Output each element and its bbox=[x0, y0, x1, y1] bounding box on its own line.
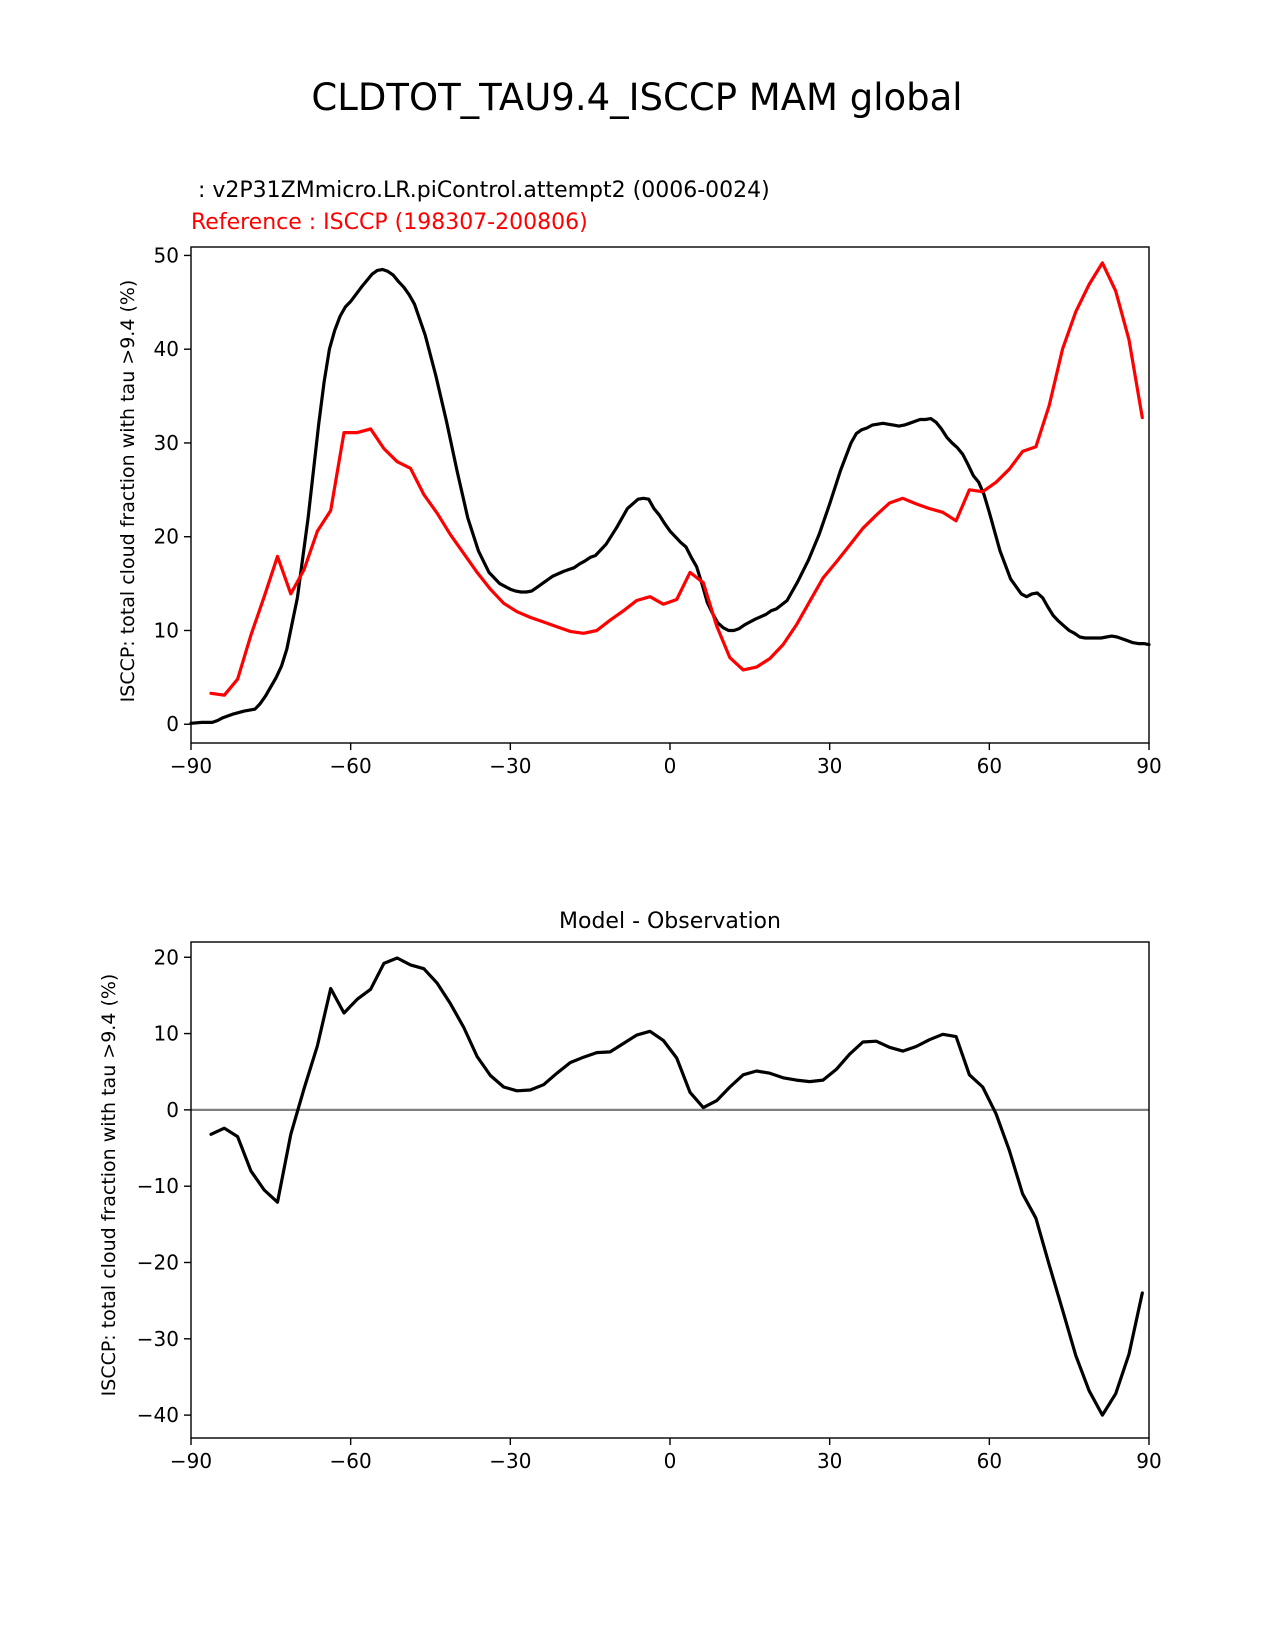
top-xtick-label: −60 bbox=[330, 754, 372, 778]
reference-series-label: Reference : ISCCP (198307-200806) bbox=[191, 210, 588, 235]
bottom-axis-ticks: −90 −60 −30 0 30 60 90 −40 −30 −20 −10 0 10 20 bbox=[137, 945, 1162, 1473]
bottom-xtick-label: 90 bbox=[1136, 1449, 1161, 1473]
top-xtick-label: 60 bbox=[977, 754, 1002, 778]
bottom-ytick-label: −30 bbox=[137, 1327, 179, 1351]
bottom-title: Model - Observation bbox=[559, 909, 781, 934]
top-ytick-label: 30 bbox=[154, 431, 179, 455]
bottom-plot-frame bbox=[190, 941, 1150, 1439]
bottom-ytick-label: 10 bbox=[154, 1022, 179, 1046]
bottom-ytick-label: −20 bbox=[137, 1250, 179, 1274]
top-xtick-label: 0 bbox=[664, 754, 677, 778]
bottom-xtick-label: −60 bbox=[330, 1449, 372, 1473]
bottom-xtick-label: 60 bbox=[977, 1449, 1002, 1473]
bottom-xtick-label: 0 bbox=[664, 1449, 677, 1473]
top-ytick-label: 10 bbox=[154, 618, 179, 642]
top-series-lines bbox=[189, 261, 1151, 725]
test-series-label: : v2P31ZMmicro.LR.piControl.attempt2 (00… bbox=[191, 178, 770, 203]
top-xtick-label: −30 bbox=[489, 754, 531, 778]
bottom-ylabel: ISCCP: total cloud fraction with tau >9.… bbox=[98, 974, 120, 1397]
bottom-ytick-label: −40 bbox=[137, 1403, 179, 1427]
top-ylabel: ISCCP: total cloud fraction with tau >9.… bbox=[117, 280, 139, 703]
top-panel: : v2P31ZMmicro.LR.piControl.attempt2 (00… bbox=[117, 178, 1162, 778]
top-series-line-0 bbox=[189, 267, 1151, 725]
top-ytick-label: 40 bbox=[154, 337, 179, 361]
top-ytick-label: 50 bbox=[154, 243, 179, 267]
top-ytick-label: 20 bbox=[154, 525, 179, 549]
top-ytick-label: 0 bbox=[166, 712, 179, 736]
top-plot-frame bbox=[190, 246, 1150, 744]
top-xtick-label: −90 bbox=[170, 754, 212, 778]
top-xtick-label: 90 bbox=[1136, 754, 1161, 778]
bottom-ytick-label: −10 bbox=[137, 1174, 179, 1198]
top-series-line-1 bbox=[209, 261, 1144, 697]
bottom-xtick-label: 30 bbox=[817, 1449, 842, 1473]
top-xtick-label: 30 bbox=[817, 754, 842, 778]
bottom-series-line-0 bbox=[209, 956, 1144, 1417]
figure-title: CLDTOT_TAU9.4_ISCCP MAM global bbox=[311, 76, 962, 119]
top-axis-ticks: −90 −60 −30 0 30 60 90 0 10 20 30 40 50 bbox=[154, 243, 1162, 778]
bottom-xtick-label: −90 bbox=[170, 1449, 212, 1473]
bottom-xtick-label: −30 bbox=[489, 1449, 531, 1473]
bottom-ytick-label: 20 bbox=[154, 945, 179, 969]
bottom-ytick-label: 0 bbox=[166, 1098, 179, 1122]
bottom-panel: Model - Observation ISCCP: total cloud f… bbox=[98, 909, 1162, 1473]
bottom-series-lines bbox=[191, 956, 1149, 1417]
